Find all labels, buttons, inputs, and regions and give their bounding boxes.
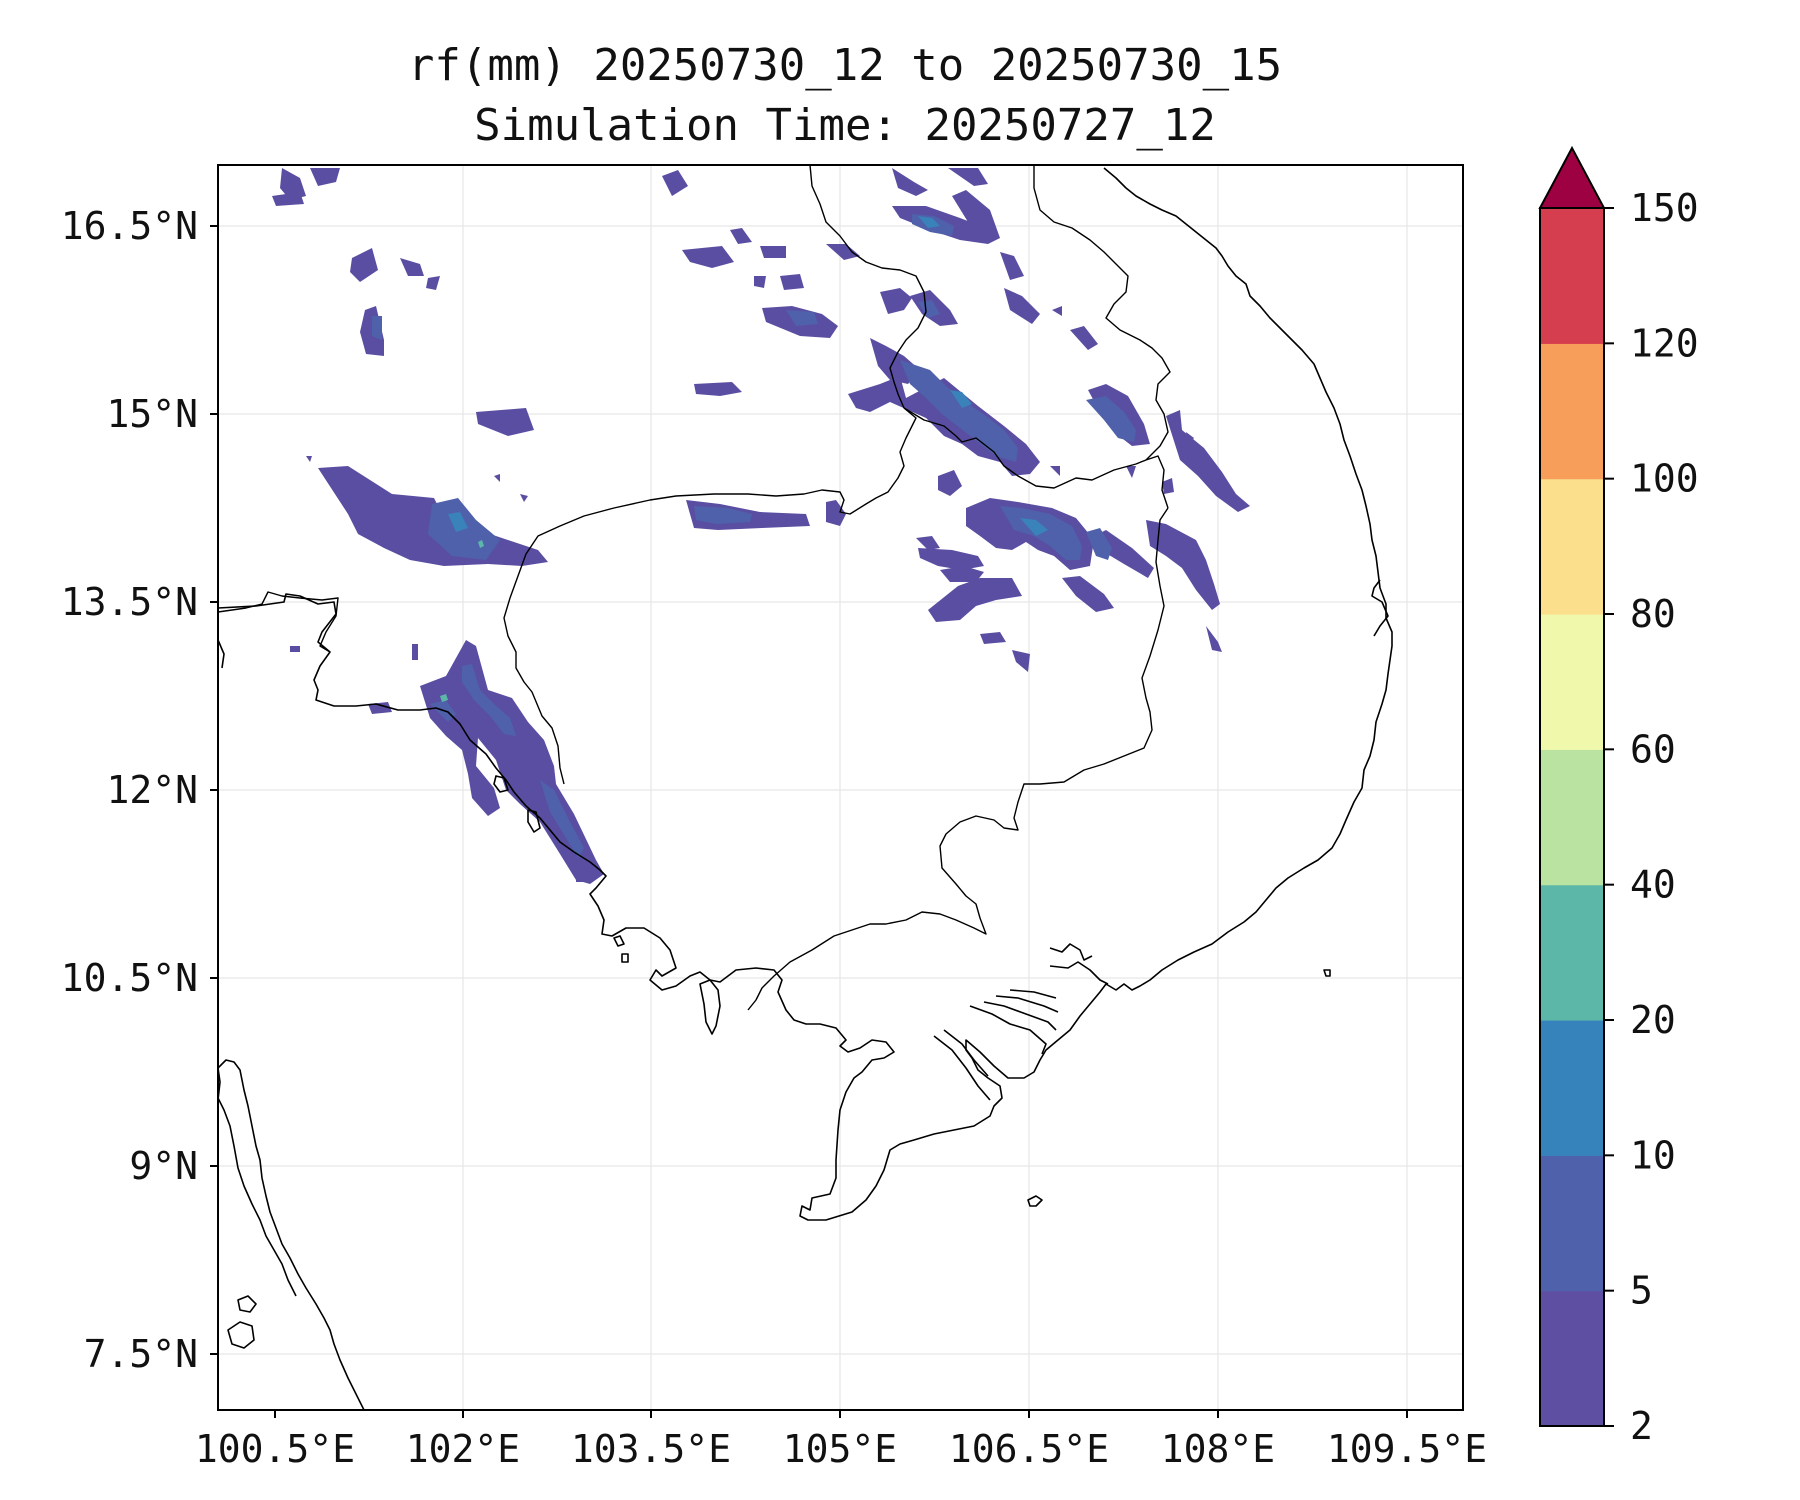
colorbar: 2 5 10 20 40 60 80 100 120 150 [1538,145,1699,1448]
vn-coast-bays [1371,579,1389,637]
y-tick-label: 10.5°N [61,956,198,1000]
malay-peninsula-coast [218,1059,365,1410]
colorbar-tick-label: 150 [1630,186,1699,230]
laos-vietnam-border [1033,165,1171,461]
colorbar-tick-label: 5 [1630,1269,1653,1313]
colorbar-segment [1540,1290,1604,1427]
gulf-island-phangan [237,1295,257,1313]
colorbar-segment [1540,1020,1604,1156]
delta-channel-2 [943,1029,989,1077]
colorbar-outline [1539,207,1605,1427]
con-dao-island [1027,1195,1043,1207]
cambodia-thai-south-border [503,597,565,785]
gulf-island-samui [227,1321,255,1349]
colorbar-tick-label: 100 [1630,457,1699,501]
y-tick-label: 9°N [129,1144,198,1188]
colorbar-extend-arrow [1538,145,1606,209]
delta-channel-7 [1049,961,1109,985]
delta-channel-5 [995,995,1059,1013]
x-tick-label: 103.5°E [571,1427,731,1471]
colorbar-tick-label: 2 [1630,1404,1653,1448]
title-line-2: Simulation Time: 20250727_12 [474,100,1216,151]
cambodia-vietnam-border [747,507,1169,1011]
delta-channel-1 [933,1035,991,1101]
colorbar-segment [1540,614,1604,750]
x-tick-label: 105°E [783,1427,897,1471]
colorbar-segment [1540,208,1604,344]
delta-channel-6 [1009,989,1057,999]
x-tick-label: 108°E [1161,1427,1275,1471]
malay-west-coast [218,1097,297,1297]
x-axis: 100.5°E 102°E 103.5°E 105°E 106.5°E 108°… [195,1410,1487,1471]
colorbar-segment [1540,343,1604,480]
coastlines-borders [218,165,1393,1410]
colorbar-tick-label: 60 [1630,727,1676,771]
x-tick-label: 100.5°E [195,1427,355,1471]
colorbar-tick-label: 20 [1630,998,1676,1042]
koh-kong-island [527,809,541,833]
small-island-3 [493,775,509,793]
cambodia-laos-border [903,407,1169,509]
y-tick-label: 16.5°N [61,204,198,248]
delta-channel-3 [969,1005,1047,1055]
x-tick-label: 106.5°E [949,1427,1109,1471]
colorbar-segment [1540,749,1604,886]
title-line-1: rf(mm) 20250730_12 to 20250730_15 [407,40,1283,91]
phu-quoc-island [699,979,721,1035]
x-tick-label: 109.5°E [1327,1427,1487,1471]
thailand-myanmar-border [218,591,339,653]
delta-channel-4 [983,1001,1057,1031]
chart-title: rf(mm) 20250730_12 to 20250730_15 Simula… [0,36,1690,156]
y-tick-label: 15°N [106,392,198,436]
west-coast-fragment [218,639,225,669]
laos-thailand-border [809,165,927,409]
mainland-coastline [218,167,1393,1221]
colorbar-segment [1540,478,1604,615]
small-island-4 [1323,969,1331,977]
colorbar-segment [1540,884,1604,1021]
y-tick-label: 12°N [106,768,198,812]
delta-channel-8 [1049,943,1093,961]
y-axis: 16.5°N 15°N 13.5°N 12°N 10.5°N 9°N 7.5°N [61,204,218,1376]
y-tick-label: 13.5°N [61,580,198,624]
small-island-1 [613,935,625,947]
colorbar-tick-label: 120 [1630,321,1699,365]
y-tick-label: 7.5°N [84,1332,198,1376]
small-island-2 [621,953,629,963]
x-tick-label: 102°E [406,1427,520,1471]
colorbar-tick-label: 80 [1630,592,1676,636]
colorbar-tick-label: 10 [1630,1133,1676,1177]
colorbar-tick-label: 40 [1630,863,1676,907]
gridlines [218,165,1463,1410]
thailand-cambodia-border [509,407,917,599]
colorbar-segment [1540,1155,1604,1292]
